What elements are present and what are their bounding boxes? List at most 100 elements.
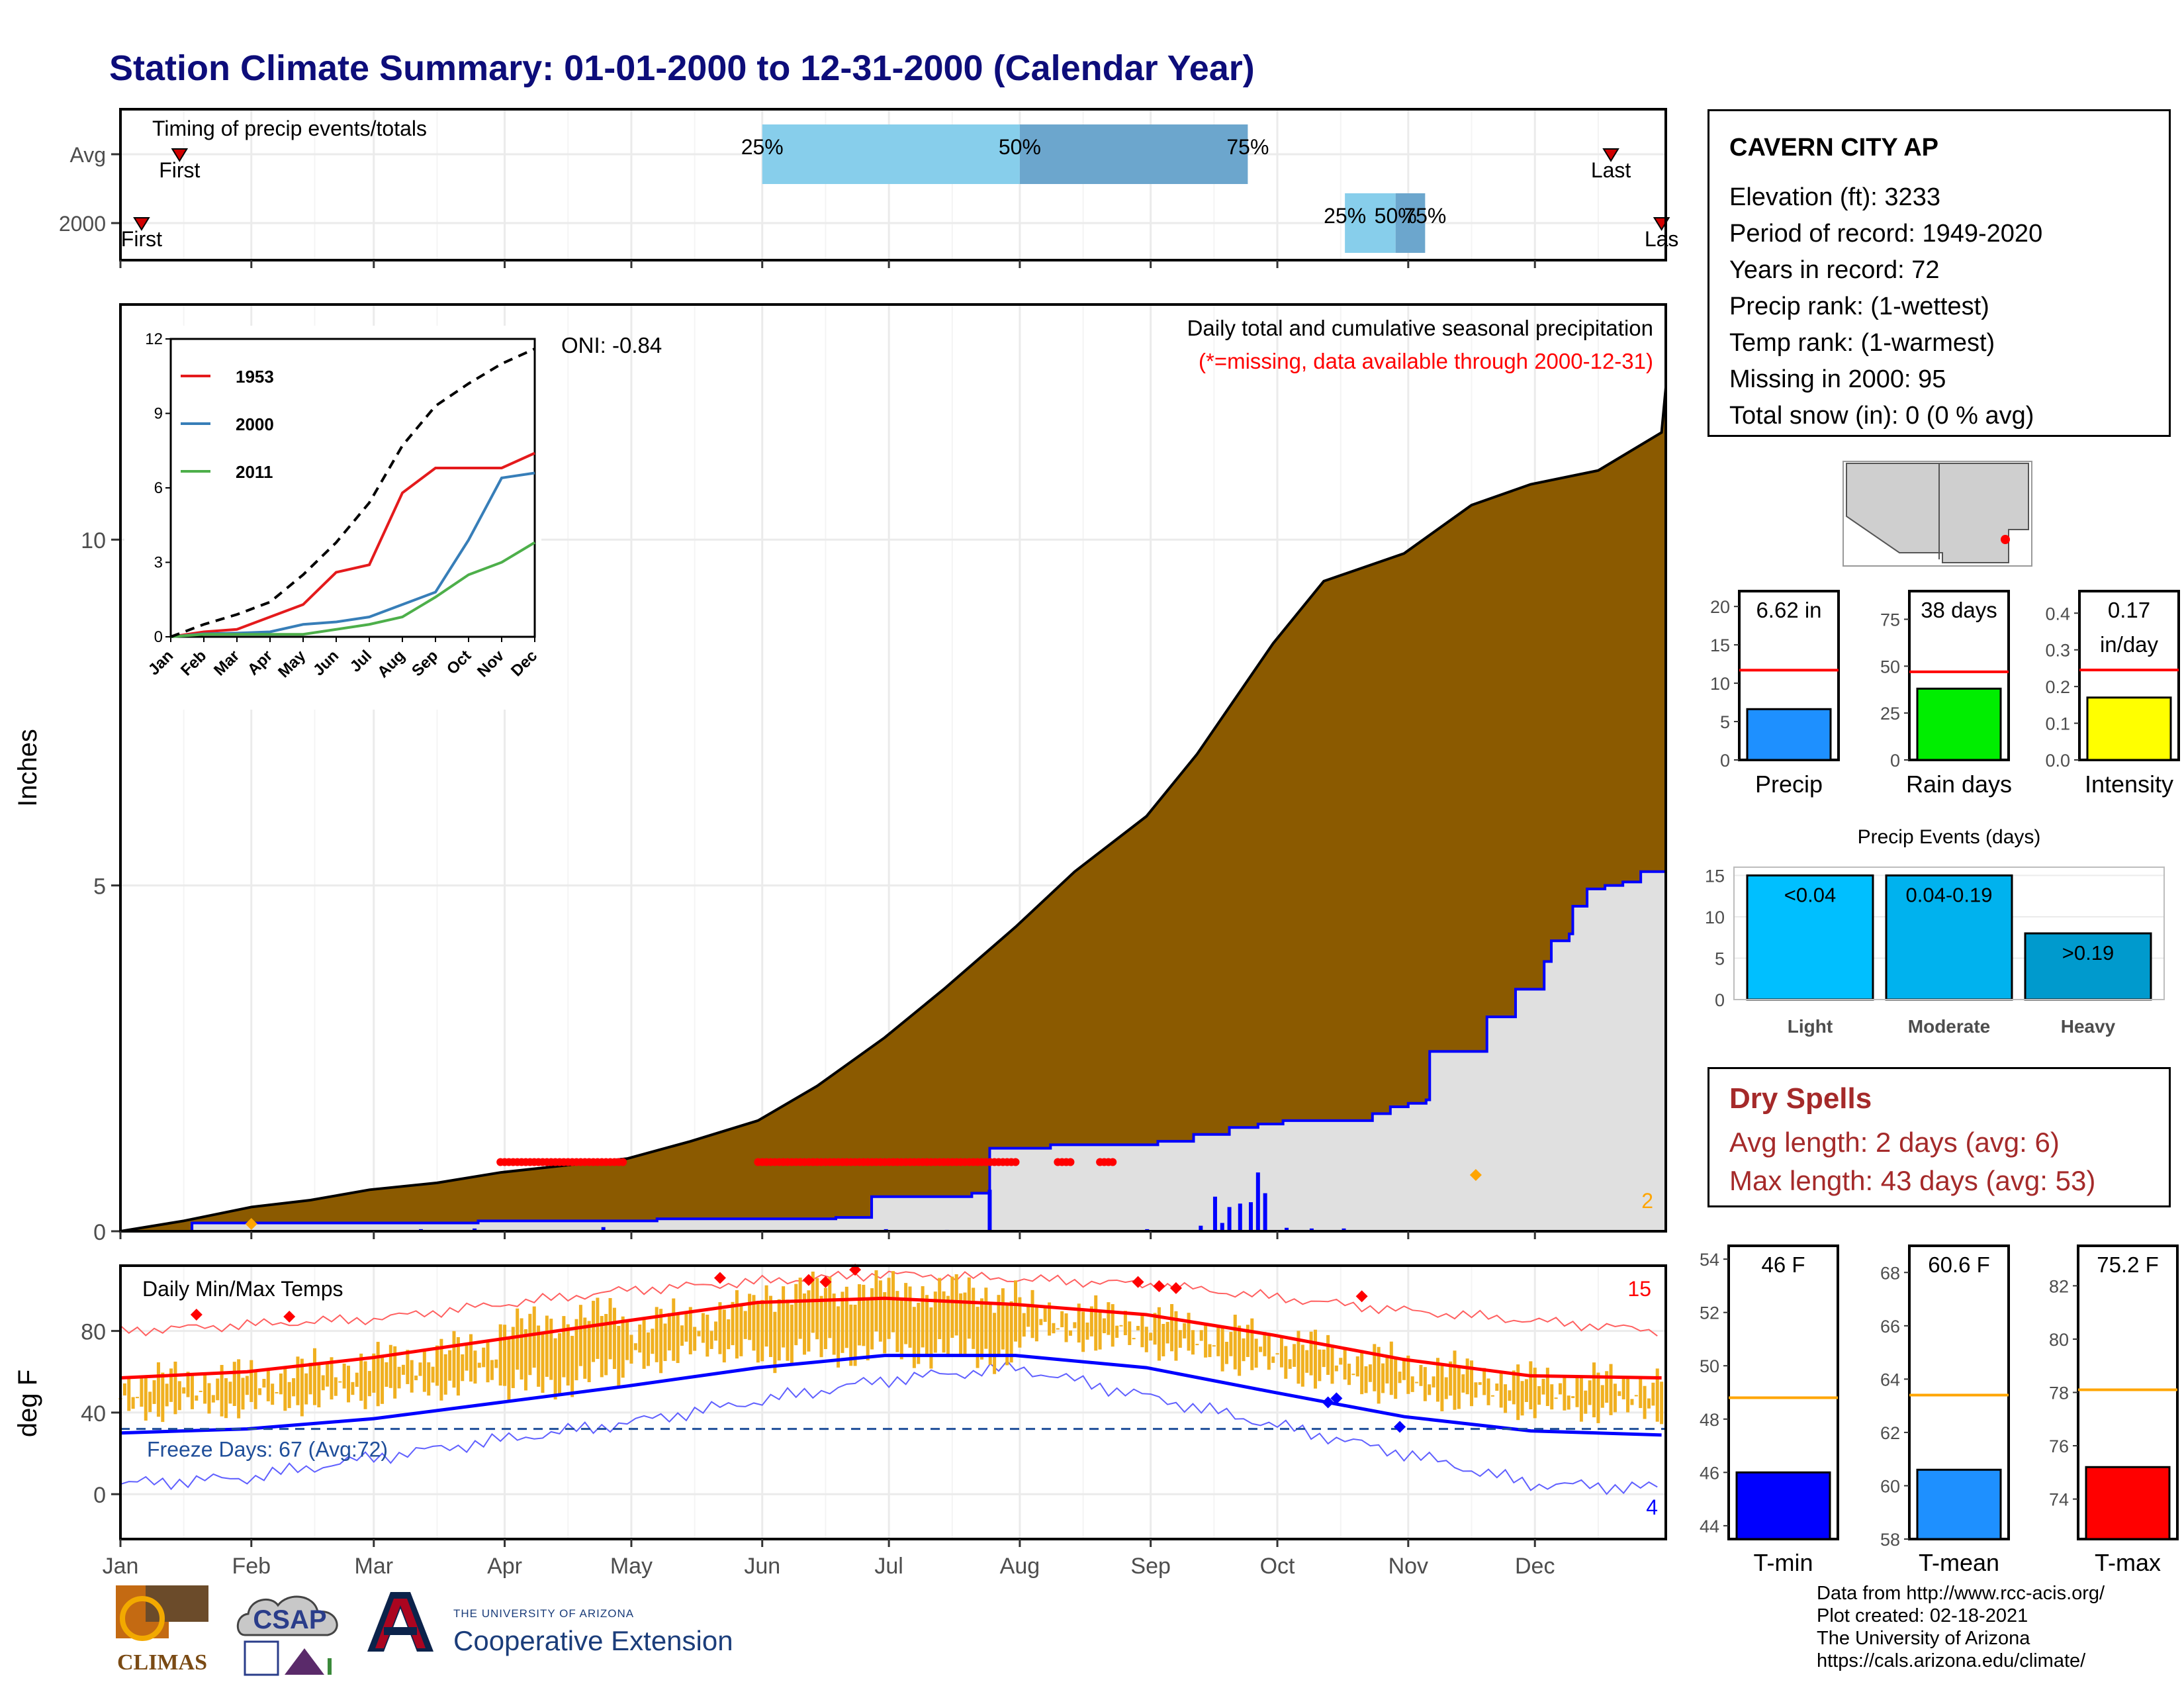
t-max-ytick-label: 80 xyxy=(2049,1330,2069,1350)
daily-temp-bar xyxy=(1368,1364,1372,1382)
daily-temp-bar xyxy=(1415,1382,1419,1383)
inset-ytick-label: 9 xyxy=(154,405,163,423)
daily-temp-bar xyxy=(1153,1313,1157,1345)
credits: Data from http://www.rcc-acis.org/ Plot … xyxy=(1817,1582,2105,1672)
first-event-marker xyxy=(133,217,150,231)
daily-temp-bar xyxy=(498,1324,502,1386)
intensity-value-unit: in/day xyxy=(2100,632,2159,657)
daily-temp-bar xyxy=(878,1280,882,1342)
daily-temp-bar xyxy=(760,1299,764,1362)
temp-panel-border xyxy=(119,1264,1667,1540)
daily-temp-bar xyxy=(199,1390,203,1392)
daily-temp-bar xyxy=(465,1345,469,1371)
daily-temp-bar xyxy=(401,1364,405,1375)
cumulative-2000-line xyxy=(120,870,1667,1233)
daily-temp-bar xyxy=(1339,1358,1343,1365)
daily-temp-bar xyxy=(680,1325,684,1346)
daily-temp-bar xyxy=(946,1295,950,1358)
daily-temp-bar xyxy=(984,1288,988,1349)
t-min-value-label: 46 F xyxy=(1761,1252,1805,1277)
daily-temp-bar xyxy=(422,1349,426,1392)
t-min-xlabel: T-min xyxy=(1754,1549,1813,1576)
daily-temp-bar xyxy=(494,1359,498,1368)
daily-temp-bar xyxy=(1178,1330,1182,1348)
daily-temp-bar xyxy=(1550,1384,1554,1410)
daily-temp-bar xyxy=(1559,1383,1563,1395)
timing-p75-label: 75% xyxy=(1404,204,1446,228)
station-elevation: Elevation (ft): 3233 xyxy=(1729,183,1940,211)
avg-cumulative-area xyxy=(120,387,1667,1233)
daily-temp-bar xyxy=(443,1354,447,1395)
ua-big-text: Cooperative Extension xyxy=(453,1625,733,1656)
daily-temp-bar xyxy=(292,1378,296,1397)
t-max-value-label: 75.2 F xyxy=(2097,1252,2159,1277)
missing-day-marker xyxy=(1109,1158,1117,1166)
temp-count-hi: 15 xyxy=(1627,1277,1651,1301)
daily-temp-bar xyxy=(908,1286,912,1348)
daily-temp-bar xyxy=(321,1375,325,1391)
daily-temp-bar xyxy=(1571,1396,1575,1399)
daily-temp-bar xyxy=(1115,1325,1119,1338)
daily-temp-bar xyxy=(1297,1331,1300,1384)
daily-temp-bar xyxy=(1098,1311,1102,1350)
daily-temp-bar xyxy=(461,1354,465,1382)
record-high-marker xyxy=(819,1276,832,1288)
daily-temp-bar xyxy=(1107,1302,1111,1335)
daily-temp-bar xyxy=(1030,1289,1034,1338)
daily-temp-bar xyxy=(131,1397,135,1409)
daily-temp-bar xyxy=(1545,1368,1549,1407)
daily-temp-bar xyxy=(1187,1313,1191,1351)
daily-temp-bar xyxy=(1229,1332,1233,1356)
daily-temp-bar xyxy=(355,1372,359,1387)
daily-temp-bar xyxy=(1600,1385,1604,1408)
t-max-bar xyxy=(2085,1466,2171,1540)
daily-temp-bar xyxy=(507,1338,511,1400)
month-label: Aug xyxy=(1000,1554,1040,1579)
daily-temp-bar xyxy=(1149,1333,1153,1341)
daily-temp-bar xyxy=(279,1373,283,1395)
daily-temp-bar xyxy=(1588,1380,1592,1405)
daily-temp-bar xyxy=(1482,1368,1486,1395)
daily-temp-bar xyxy=(1643,1385,1647,1419)
daily-temp-bar xyxy=(722,1309,726,1363)
daily-temp-bar xyxy=(1419,1365,1423,1386)
daily-temp-bar xyxy=(1318,1349,1322,1382)
daily-temp-bar xyxy=(570,1336,574,1397)
dry-spells-avg: Avg length: 2 days (avg: 6) xyxy=(1729,1127,2060,1158)
timing-row-label: 2000 xyxy=(59,212,106,236)
last-event-label: Las xyxy=(1645,227,1679,251)
daily-temp-bar xyxy=(1254,1338,1258,1368)
daily-temp-bar xyxy=(1609,1364,1613,1415)
daily-temp-bar xyxy=(1410,1376,1414,1392)
precip-total-ytick-label: 5 xyxy=(1720,712,1730,732)
month-label: Jun xyxy=(744,1554,780,1579)
month-label: Oct xyxy=(1260,1554,1295,1579)
daily-temp-bar xyxy=(1406,1355,1410,1394)
month-label: Jan xyxy=(103,1554,139,1579)
month-label: Nov xyxy=(1388,1554,1428,1579)
daily-temp-bar xyxy=(1495,1383,1499,1391)
daily-temp-bar xyxy=(393,1346,397,1399)
intensity-ytick-label: 0.4 xyxy=(2045,604,2070,624)
daily-temp-bar xyxy=(1330,1346,1334,1384)
record-high-marker xyxy=(283,1311,296,1323)
daily-temp-bar xyxy=(638,1324,642,1353)
daily-temp-bar xyxy=(697,1331,701,1336)
daily-temp-bar xyxy=(803,1293,807,1355)
daily-temp-bar xyxy=(557,1333,561,1395)
daily-temp-bar xyxy=(1009,1301,1013,1363)
t-mean-bar xyxy=(1916,1468,2002,1540)
inset-ytick-label: 12 xyxy=(145,330,163,348)
precip-total-ytick-label: 10 xyxy=(1710,674,1730,694)
daily-temp-bar xyxy=(220,1364,224,1417)
daily-temp-bar xyxy=(1263,1332,1267,1356)
daily-temp-bar xyxy=(1630,1399,1634,1405)
daily-temp-bar xyxy=(917,1303,921,1364)
daily-temp-bar xyxy=(1034,1305,1038,1342)
t-max-ytick-label: 74 xyxy=(2049,1490,2069,1510)
record-low-marker xyxy=(1322,1396,1334,1409)
precip-ytick-label: 10 xyxy=(81,528,106,553)
daily-temp-bar xyxy=(1440,1366,1444,1411)
daily-temp-bar xyxy=(967,1277,971,1339)
month-label: Dec xyxy=(1515,1554,1555,1579)
